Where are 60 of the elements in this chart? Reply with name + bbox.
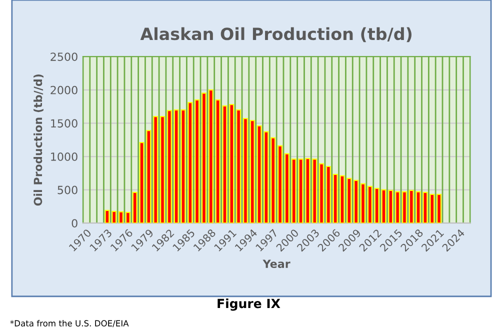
bar — [243, 118, 248, 224]
bar — [112, 210, 117, 224]
x-axis-title: Year — [262, 260, 290, 268]
y-tick-label: 1000 — [51, 152, 78, 161]
bar — [166, 110, 172, 224]
bar — [312, 158, 318, 224]
bar — [118, 211, 124, 224]
bar — [236, 109, 242, 224]
bar — [346, 178, 352, 224]
bar — [402, 191, 407, 224]
bar — [160, 116, 165, 224]
y-tick-label: 0 — [72, 219, 78, 228]
bar — [436, 194, 442, 224]
bar — [174, 109, 179, 224]
bar — [319, 163, 324, 224]
bar — [278, 145, 282, 224]
bar — [367, 186, 372, 224]
y-tick-label: 2500 — [50, 52, 78, 61]
bar — [139, 142, 144, 224]
bar — [202, 92, 206, 224]
bar — [381, 189, 386, 224]
bar — [354, 180, 359, 224]
text: Figure IX — [218, 298, 280, 311]
y-tick-label: 500 — [58, 186, 78, 194]
bar — [284, 153, 290, 224]
bar — [250, 120, 255, 224]
bar — [153, 116, 158, 224]
bar — [180, 109, 186, 224]
bar — [229, 104, 234, 224]
bar — [416, 191, 421, 224]
bar — [188, 102, 193, 224]
bar — [256, 125, 262, 224]
bar — [422, 192, 428, 224]
y-axis-title: Oil Production (tb//d) — [34, 74, 44, 206]
bar — [125, 212, 130, 224]
bar — [270, 137, 276, 224]
y-tick-label: 1500 — [51, 119, 78, 128]
bar — [264, 131, 269, 224]
y-tick-label: 2000 — [50, 86, 78, 94]
bar — [132, 192, 138, 224]
bar — [395, 191, 400, 224]
bar — [291, 158, 296, 224]
bar — [104, 210, 110, 224]
bar — [430, 194, 435, 224]
bar — [326, 166, 331, 224]
text: *Data from the U.S. DOE/EIA — [10, 320, 129, 328]
bar — [194, 99, 200, 224]
bar — [298, 158, 304, 224]
bar — [340, 175, 345, 224]
bar — [215, 99, 220, 224]
bar — [374, 188, 380, 224]
bar — [332, 174, 338, 224]
bar — [208, 89, 214, 224]
bar — [360, 183, 366, 224]
bar — [222, 105, 228, 224]
bar — [408, 190, 414, 224]
chart-title: Alaskan Oil Production (tb/d) — [140, 27, 412, 42]
bar — [305, 158, 310, 224]
bar — [388, 190, 394, 224]
bar — [146, 130, 152, 224]
